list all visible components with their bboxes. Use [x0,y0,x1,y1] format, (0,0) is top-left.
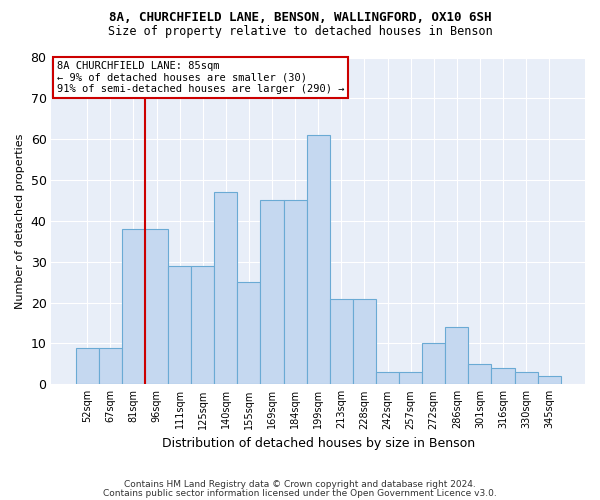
Y-axis label: Number of detached properties: Number of detached properties [15,133,25,308]
Bar [376,372,399,384]
Bar [491,368,515,384]
X-axis label: Distribution of detached houses by size in Benson: Distribution of detached houses by size … [161,437,475,450]
Bar [469,364,491,384]
Bar [538,376,561,384]
Text: Size of property relative to detached houses in Benson: Size of property relative to detached ho… [107,25,493,38]
Bar [445,327,469,384]
Bar [99,348,122,385]
Text: Contains public sector information licensed under the Open Government Licence v3: Contains public sector information licen… [103,489,497,498]
Bar [284,200,307,384]
Bar [214,192,238,384]
Bar [145,229,168,384]
Bar [168,266,191,384]
Bar [76,348,99,385]
Bar [515,372,538,384]
Bar [307,135,330,384]
Text: 8A, CHURCHFIELD LANE, BENSON, WALLINGFORD, OX10 6SH: 8A, CHURCHFIELD LANE, BENSON, WALLINGFOR… [109,11,491,24]
Text: 8A CHURCHFIELD LANE: 85sqm
← 9% of detached houses are smaller (30)
91% of semi-: 8A CHURCHFIELD LANE: 85sqm ← 9% of detac… [57,61,344,94]
Bar [399,372,422,384]
Bar [330,298,353,384]
Bar [191,266,214,384]
Text: Contains HM Land Registry data © Crown copyright and database right 2024.: Contains HM Land Registry data © Crown c… [124,480,476,489]
Bar [353,298,376,384]
Bar [122,229,145,384]
Bar [422,344,445,384]
Bar [260,200,284,384]
Bar [238,282,260,384]
